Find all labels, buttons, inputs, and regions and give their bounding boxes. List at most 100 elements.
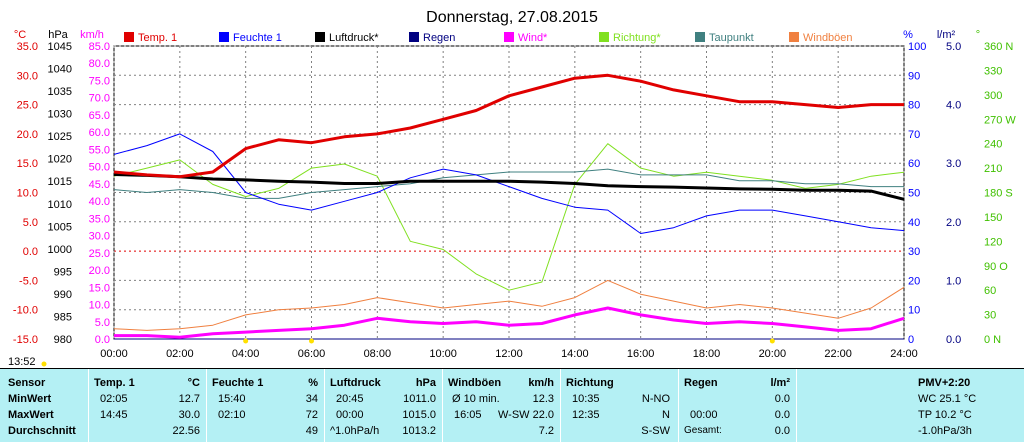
rain-max-time: 00:00 <box>690 409 718 421</box>
dir-max: N <box>662 409 670 421</box>
temp-tick-label: -15.0 <box>13 334 38 346</box>
legend-swatch <box>695 32 705 42</box>
dir-avg: S-SW <box>641 425 670 437</box>
axis-unit-label: hPa <box>48 29 68 41</box>
hpa-tick-label: 1045 <box>48 41 72 53</box>
rain-unit: l/m² <box>770 377 790 389</box>
kmh-tick-label: 75.0 <box>89 75 110 87</box>
hum-max: 72 <box>305 409 318 421</box>
temp-min: 12.7 <box>178 393 200 405</box>
kmh-tick-label: 70.0 <box>89 93 110 105</box>
rain-title: Regen <box>684 377 718 389</box>
press-min: 1011.0 <box>403 393 436 405</box>
kmh-tick-label: 80.0 <box>89 58 110 70</box>
kmh-tick-label: 50.0 <box>89 162 110 174</box>
legend-label: Wind* <box>518 32 548 44</box>
kmh-tick-label: 30.0 <box>89 231 110 243</box>
hpa-tick-label: 1035 <box>48 86 72 98</box>
temp-tick-label: 30.0 <box>17 70 38 82</box>
gust-avg: 7.2 <box>538 425 554 437</box>
temp-tick-label: 0.0 <box>23 246 38 258</box>
pmv-trend: -1.0hPa/3h <box>918 425 972 437</box>
rain-total-label: Gesamt: <box>684 425 722 436</box>
chart-title: Donnerstag, 27.08.2015 <box>426 9 598 26</box>
kmh-tick-label: 60.0 <box>89 127 110 139</box>
chart-legend: Temp. 1 Feuchte 1 Luftdruck* Regen Wind* Rich… <box>124 32 853 44</box>
dir-tick-label: 90 O <box>984 261 1008 273</box>
kmh-tick-label: 25.0 <box>89 248 110 260</box>
x-tick-label: 24:00 <box>890 348 918 360</box>
dir-tick-label: 210 <box>984 163 1002 175</box>
kmh-tick-label: 10.0 <box>89 300 110 312</box>
dir-min: N-NO <box>641 393 670 405</box>
hpa-tick-label: 995 <box>54 266 72 278</box>
pmv-dewpoint: TP 10.2 °C <box>918 409 972 421</box>
rain-tick-label: 4.0 <box>946 100 961 112</box>
pct-tick-label: 10 <box>908 305 920 317</box>
series-taupunkt <box>113 168 904 199</box>
kmh-tick-label: 35.0 <box>89 213 110 225</box>
press-trend: ^1.0hPa/h <box>330 425 380 437</box>
press-max: 1015.0 <box>402 409 436 421</box>
gust-max: W-SW 22.0 <box>497 409 554 421</box>
gust-title: Windböen <box>448 377 502 389</box>
series-windb-en <box>113 279 905 331</box>
current-time: 13:52 <box>8 356 36 368</box>
hpa-tick-label: 1000 <box>48 244 72 256</box>
pct-tick-label: 30 <box>908 246 920 258</box>
axis-unit-label: ° <box>976 29 980 41</box>
hum-min-time: 15:40 <box>218 393 246 405</box>
x-tick-label: 08:00 <box>364 348 392 360</box>
legend-swatch <box>504 32 514 42</box>
rain-tick-label: 2.0 <box>946 217 961 229</box>
pmv-title: PMV+2:20 <box>918 377 971 389</box>
dir-tick-label: 120 <box>984 236 1002 248</box>
temp-min-time: 02:05 <box>100 393 128 405</box>
series-temp-1 <box>113 73 904 179</box>
press-title: Luftdruck <box>330 377 381 389</box>
hpa-tick-label: 1010 <box>48 199 72 211</box>
pct-tick-label: 70 <box>908 129 920 141</box>
pct-tick-label: 80 <box>908 100 920 112</box>
dir-tick-label: 180 S <box>984 188 1013 200</box>
legend-swatch <box>789 32 799 42</box>
rain-tick-label: 5.0 <box>946 41 961 53</box>
rain-max: 0.0 <box>774 409 790 421</box>
hpa-tick-label: 1015 <box>48 176 72 188</box>
hum-unit: % <box>308 377 318 389</box>
press-unit: hPa <box>415 377 436 389</box>
legend-swatch <box>219 32 229 42</box>
marker-event <box>309 338 314 344</box>
pct-tick-label: 90 <box>908 70 920 82</box>
temp-tick-label: -10.0 <box>13 305 38 317</box>
series-group <box>41 73 905 367</box>
temp-tick-label: 25.0 <box>17 100 38 112</box>
kmh-tick-label: 85.0 <box>89 41 110 53</box>
dir-tick-label: 240 <box>984 139 1002 151</box>
hum-max-time: 02:10 <box>218 409 246 421</box>
press-min-time: 20:45 <box>336 393 364 405</box>
kmh-tick-label: 5.0 <box>95 317 110 329</box>
marker-sunset <box>769 338 775 344</box>
pmv-windchill: WC 25.1 °C <box>918 393 977 405</box>
row-label-avg: Durchschnitt <box>8 425 76 437</box>
series-feuchte-1 <box>113 133 905 234</box>
info-panel: Sensor MinWert MaxWert Durchschnitt Temp… <box>0 368 1024 442</box>
pct-tick-label: 20 <box>908 275 920 287</box>
x-tick-label: 06:00 <box>298 348 326 360</box>
legend-label: Temp. 1 <box>138 32 177 44</box>
series-wind <box>114 306 905 339</box>
row-label-max: MaxWert <box>8 409 54 421</box>
hum-avg: 49 <box>305 425 318 437</box>
hpa-tick-label: 1025 <box>48 131 72 143</box>
pct-tick-label: 100 <box>908 41 926 53</box>
dir-tick-label: 300 <box>984 90 1002 102</box>
x-tick-label: 10:00 <box>429 348 457 360</box>
x-axis-ticks: 00:00 02:00 04:00 06:00 08:00 10:00 12:00 14:00… <box>100 348 918 360</box>
row-label-min: MinWert <box>8 393 52 405</box>
temp-tick-label: 35.0 <box>17 41 38 53</box>
dir-title: Richtung <box>566 377 614 389</box>
legend-label: Luftdruck* <box>329 32 379 44</box>
x-tick-label: 00:00 <box>100 348 128 360</box>
temp-tick-label: 15.0 <box>17 158 38 170</box>
